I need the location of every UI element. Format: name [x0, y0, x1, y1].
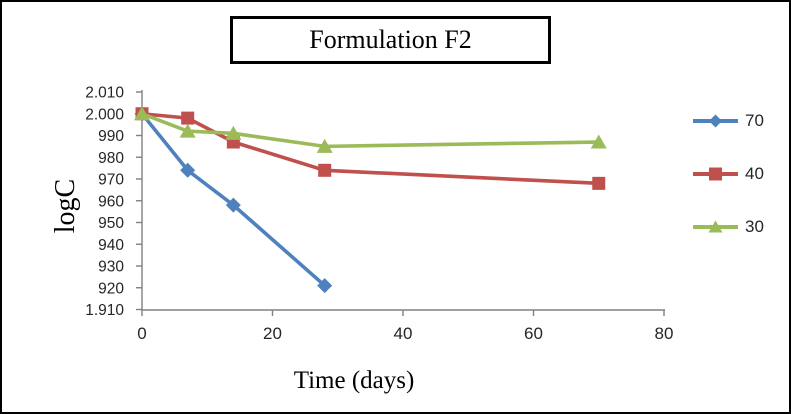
legend-swatch-square-icon: [693, 167, 738, 181]
triangle-marker-icon: [590, 134, 607, 149]
diamond-marker-icon: [225, 197, 241, 213]
y-tick-label: 990: [98, 128, 124, 145]
legend-item-label: 30: [745, 217, 764, 236]
triangle-marker-icon: [708, 220, 723, 233]
diamond-marker-icon: [180, 162, 196, 178]
y-tick-label: 960: [98, 193, 124, 210]
triangle-marker-icon: [316, 138, 333, 153]
series-line-40: [140, 111, 601, 186]
chart-title-box: Formulation F2: [230, 16, 551, 64]
x-axis-title: Time (days): [293, 367, 415, 394]
y-tick-label: 950: [98, 215, 124, 232]
y-tick-label: 940: [98, 237, 124, 254]
square-marker-icon: [318, 163, 332, 177]
square-marker-icon: [181, 111, 195, 125]
series-line-70: [140, 111, 327, 288]
square-marker-icon: [592, 176, 606, 190]
y-tick-label: 980: [98, 150, 124, 167]
legend-item-70: 70: [692, 109, 764, 133]
y-tick-label: 1.910: [85, 302, 124, 319]
y-tick-label: 2.000: [85, 106, 124, 123]
triangle-marker-icon: [134, 106, 150, 121]
y-tick-label: 920: [98, 280, 124, 297]
y-tick-label: 970: [98, 172, 124, 189]
legend-item-30: 30: [692, 215, 764, 239]
y-tick-label: 2.010: [85, 85, 124, 102]
square-marker-icon: [709, 167, 722, 181]
diamond-marker-icon: [317, 278, 333, 294]
triangle-marker-icon: [179, 123, 196, 138]
legend-item-label: 40: [745, 164, 764, 183]
x-tick-label: 0: [137, 324, 146, 343]
x-tick-label: 80: [655, 324, 674, 343]
legend-item-label: 70: [745, 111, 764, 130]
y-tick-label: 930: [98, 259, 124, 276]
chart-title: Formulation F2: [309, 25, 472, 54]
x-tick-label: 60: [524, 324, 543, 343]
diamond-marker-icon: [709, 114, 722, 128]
chart-legend: 70 40 30: [692, 109, 764, 239]
x-tick-label: 20: [263, 324, 282, 343]
triangle-marker-icon: [225, 125, 242, 140]
legend-swatch-triangle-icon: [693, 220, 738, 233]
x-tick-label: 40: [394, 324, 413, 343]
legend-swatch-diamond-icon: [693, 114, 738, 128]
legend-item-40: 40: [692, 162, 764, 186]
